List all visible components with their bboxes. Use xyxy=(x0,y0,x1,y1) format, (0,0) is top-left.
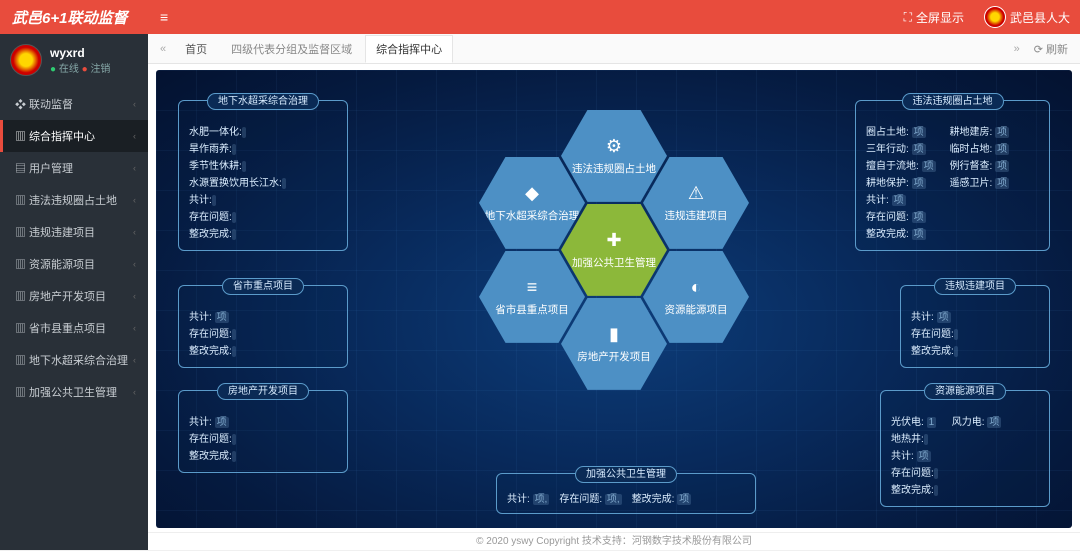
topbar: 武邑6+1联动监督 ≡ ⛶ 全屏显示 武邑县人大 xyxy=(0,0,1080,34)
info-row: 整改完成: xyxy=(189,342,337,357)
footer: © 2020 yswy Copyright 技术支持：河钢数字技术股份有限公司 xyxy=(148,532,1080,550)
user-name: wyxrd xyxy=(50,46,110,60)
info-row: 存在问题: xyxy=(189,325,337,340)
building-icon: ▮ xyxy=(609,324,619,345)
tab-groups[interactable]: 四级代表分组及监督区域 xyxy=(220,35,363,63)
box-title: 违规违建项目 xyxy=(934,278,1016,295)
info-row: 存在问题: 项 xyxy=(866,208,936,223)
info-row: 共计: 项 xyxy=(189,413,337,428)
nav-item[interactable]: ❖ 联动监督‹ xyxy=(0,88,148,120)
box-energy: 资源能源项目 光伏电: 1地热井: 共计: 项存在问题: 整改完成: 风力电: … xyxy=(880,390,1050,507)
info-row: 整改完成: xyxy=(189,447,337,462)
gear-icon: ⚙ xyxy=(606,136,622,157)
tab-command-center[interactable]: 综合指挥中心 xyxy=(365,35,453,63)
info-row: 共计: 项 xyxy=(866,191,936,206)
info-row: 共计: 项 xyxy=(891,447,938,462)
info-row: 风力电: 项 xyxy=(952,413,1002,428)
box-real-estate: 房地产开发项目 共计: 项存在问题: 整改完成: xyxy=(178,390,348,473)
nav-item[interactable]: ▥ 地下水超采综合治理‹ xyxy=(0,344,148,376)
info-row: 三年行动: 项 xyxy=(866,140,936,155)
tab-home[interactable]: 首页 xyxy=(174,35,218,63)
box-title: 省市重点项目 xyxy=(222,278,304,295)
box-groundwater: 地下水超采综合治理 水肥一体化: 旱作雨养: 季节性休耕: 水源置换饮用长江水:… xyxy=(178,100,348,251)
info-row: 整改完成: xyxy=(891,481,938,496)
info-row: 季节性休耕: xyxy=(189,157,337,172)
nav-item[interactable]: ▤ 用户管理‹ xyxy=(0,152,148,184)
avatar[interactable] xyxy=(10,44,42,76)
info-row: 存在问题: xyxy=(911,325,1039,340)
hex-public-health[interactable]: ✚加强公共卫生管理 xyxy=(561,204,667,296)
fullscreen-button[interactable]: ⛶ 全屏显示 xyxy=(894,9,974,26)
info-row: 存在问题: xyxy=(189,208,337,223)
nav-item[interactable]: ▥ 资源能源项目‹ xyxy=(0,248,148,280)
box-title: 违法违规圈占土地 xyxy=(902,93,1004,110)
info-row: 遥感卫片: 项 xyxy=(950,174,1010,189)
box-title: 地下水超采综合治理 xyxy=(207,93,319,110)
tabs-prev-icon[interactable]: « xyxy=(154,43,172,55)
logout-link[interactable]: 注销 xyxy=(90,64,110,75)
info-row: 耕地保护: 项 xyxy=(866,174,936,189)
hex-energy[interactable]: ◐资源能源项目 xyxy=(643,251,749,343)
info-row: 临时占地: 项 xyxy=(950,140,1010,155)
menu-toggle-icon[interactable]: ≡ xyxy=(148,9,180,25)
brand: 武邑6+1联动监督 xyxy=(0,7,148,28)
info-row: 整改完成: xyxy=(189,225,337,240)
hex-illegal-land[interactable]: ⚙违法违规圈占土地 xyxy=(561,110,667,202)
box-key-projects: 省市重点项目 共计: 项存在问题: 整改完成: xyxy=(178,285,348,368)
info-row: 共计: 项 xyxy=(911,308,1039,323)
box-title: 房地产开发项目 xyxy=(217,383,309,400)
fullscreen-label: 全屏显示 xyxy=(916,9,964,26)
info-row: 水源置换饮用长江水: xyxy=(189,174,337,189)
info-row: 耕地建房: 项 xyxy=(950,123,1010,138)
info-row: 整改完成: xyxy=(911,342,1039,357)
box-title: 资源能源项目 xyxy=(924,383,1006,400)
nav-item[interactable]: ▥ 房地产开发项目‹ xyxy=(0,280,148,312)
tabsbar: « 首页 四级代表分组及监督区域 综合指挥中心 » ⟳ 刷新 xyxy=(148,34,1080,64)
medical-icon: ✚ xyxy=(606,230,621,251)
refresh-button[interactable]: ⟳ 刷新 xyxy=(1028,41,1074,57)
info-row: 存在问题: 项, xyxy=(559,490,621,505)
hex-groundwater[interactable]: ◆地下水超采综合治理 xyxy=(479,157,585,249)
info-row: 共计: 项, xyxy=(507,490,549,505)
nav-item[interactable]: ▥ 综合指挥中心‹ xyxy=(0,120,148,152)
box-illegal-land: 违法违规圈占土地 圈占土地: 项三年行动: 项擅自于流地: 项耕地保护: 项共计… xyxy=(855,100,1050,251)
info-row: 擅自于流地: 项 xyxy=(866,157,936,172)
energy-icon: ◐ xyxy=(691,277,702,298)
org-block[interactable]: 武邑县人大 xyxy=(974,6,1080,28)
sidebar-user: wyxrd ● 在线 ● 注销 xyxy=(0,34,148,88)
hex-cluster: ⚙违法违规圈占土地 ◆地下水超采综合治理 ⚠违规违建项目 ✚加强公共卫生管理 ≡… xyxy=(399,110,829,470)
list-icon: ≡ xyxy=(527,277,538,298)
nav-item[interactable]: ▥ 违规违建项目‹ xyxy=(0,216,148,248)
org-badge-icon xyxy=(984,6,1006,28)
dashboard-canvas: 地下水超采综合治理 水肥一体化: 旱作雨养: 季节性休耕: 水源置换饮用长江水:… xyxy=(156,70,1072,528)
tabs-next-icon[interactable]: » xyxy=(1008,43,1026,55)
box-illegal-build: 违规违建项目 共计: 项存在问题: 整改完成: xyxy=(900,285,1050,368)
info-row: 存在问题: xyxy=(189,430,337,445)
info-row: 圈占土地: 项 xyxy=(866,123,936,138)
info-row: 存在问题: xyxy=(891,464,938,479)
warning-icon: ⚠ xyxy=(688,183,704,204)
info-row: 水肥一体化: xyxy=(189,123,337,138)
info-row: 整改完成: 项 xyxy=(632,490,692,505)
user-status: ● 在线 ● 注销 xyxy=(50,60,110,75)
info-row: 地热井: xyxy=(891,430,938,445)
org-label: 武邑县人大 xyxy=(1010,9,1070,26)
nav-item[interactable]: ▥ 违法违规圈占土地‹ xyxy=(0,184,148,216)
info-row: 共计: xyxy=(189,191,337,206)
box-public-health: 加强公共卫生管理 共计: 项,存在问题: 项,整改完成: 项 xyxy=(496,473,756,514)
hex-illegal-build[interactable]: ⚠违规违建项目 xyxy=(643,157,749,249)
info-row: 旱作雨养: xyxy=(189,140,337,155)
drop-icon: ◆ xyxy=(525,183,539,204)
info-row: 共计: 项 xyxy=(189,308,337,323)
info-row: 例行督查: 项 xyxy=(950,157,1010,172)
nav-item[interactable]: ▥ 省市县重点项目‹ xyxy=(0,312,148,344)
info-row: 整改完成: 项 xyxy=(866,225,936,240)
info-row: 光伏电: 1 xyxy=(891,413,938,428)
hex-key-projects[interactable]: ≡省市县重点项目 xyxy=(479,251,585,343)
sidebar: wyxrd ● 在线 ● 注销 ❖ 联动监督‹▥ 综合指挥中心‹▤ 用户管理‹▥… xyxy=(0,34,148,550)
hex-real-estate[interactable]: ▮房地产开发项目 xyxy=(561,298,667,390)
nav-item[interactable]: ▥ 加强公共卫生管理‹ xyxy=(0,376,148,408)
